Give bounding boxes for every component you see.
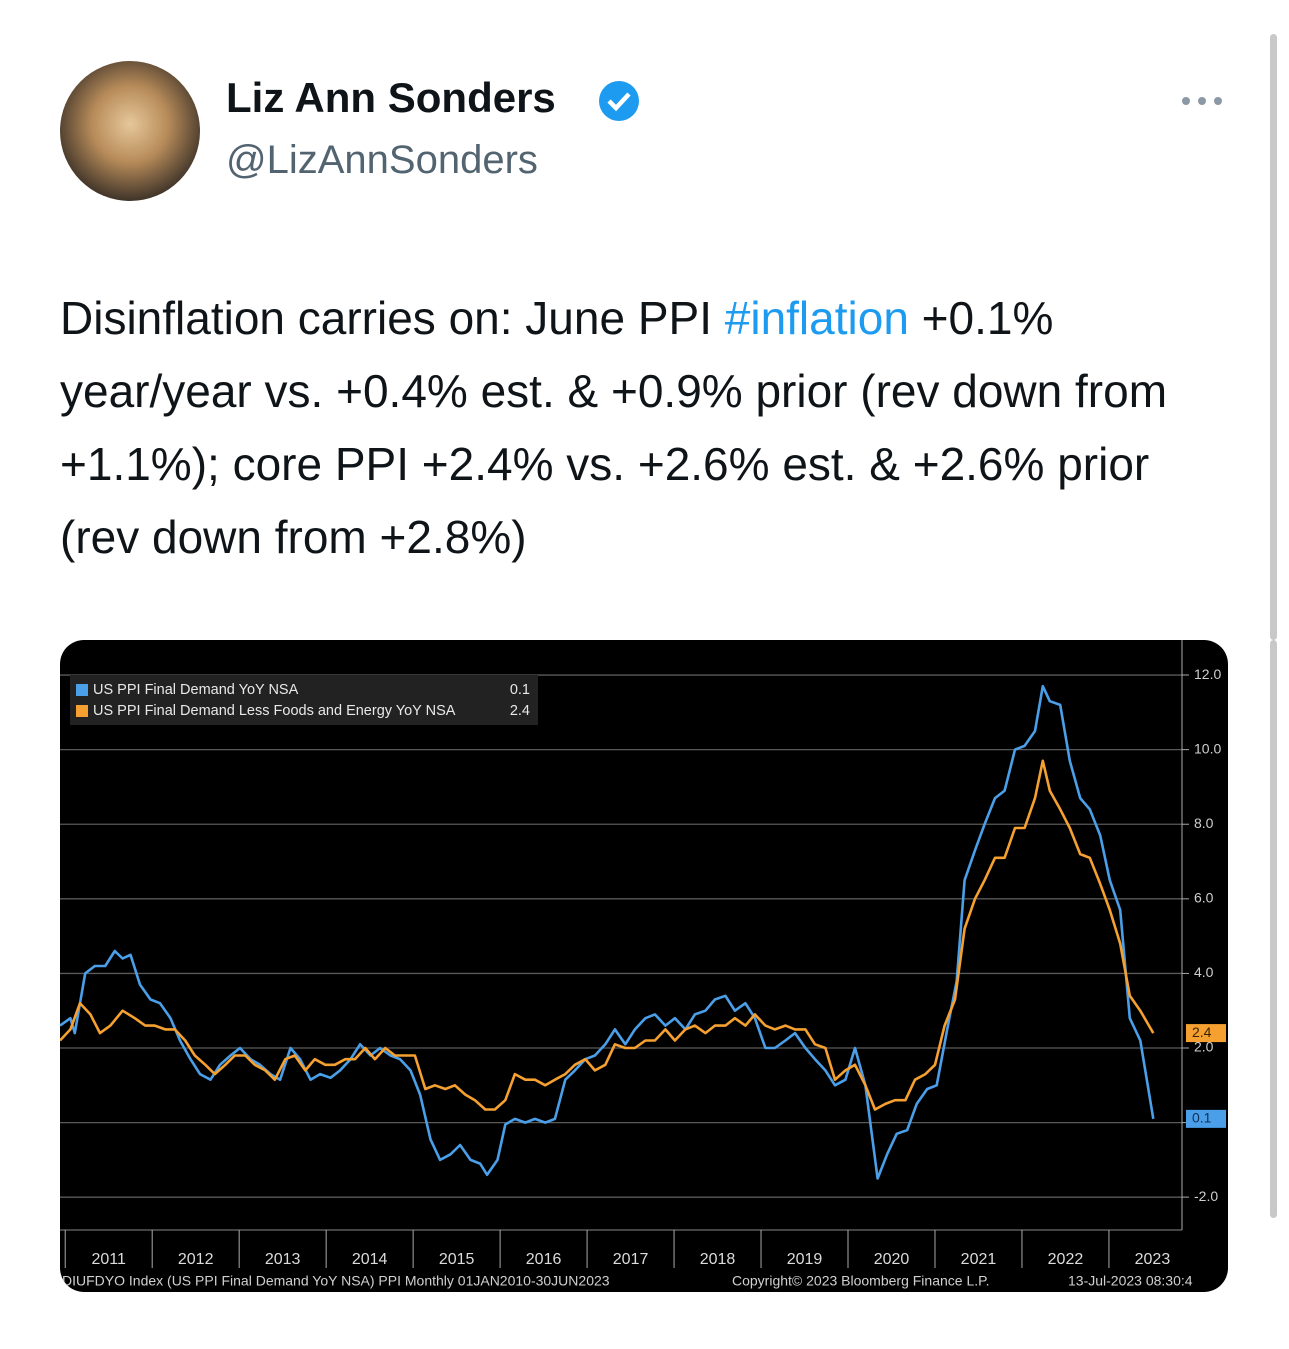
verified-badge [599,81,639,121]
y-tick-label: 4.0 [1194,964,1214,980]
legend-swatch [76,705,88,717]
series-line [60,759,1155,1111]
scrollbar-lower [1270,640,1277,1218]
legend-value: 2.4 [510,703,530,719]
y-tick-label: 12.0 [1194,666,1221,682]
badge-box [1186,1109,1226,1128]
scrollbar [1270,34,1277,640]
badge-label: 0.1 [1192,1110,1212,1126]
text-segment: +0.1% year/year vs. +0.4% est. & +0.9% p… [60,292,1168,563]
x-tick-label: 2017 [613,1251,649,1268]
author-name[interactable]: Liz Ann Sonders [226,74,556,121]
legend-label: US PPI Final Demand Less Foods and Energ… [93,703,456,719]
y-tick-label: 2.0 [1194,1039,1214,1055]
footnote: Copyright© 2023 Bloomberg Finance L.P. [732,1273,990,1289]
x-tick-label: 2018 [700,1251,736,1268]
legend-label: US PPI Final Demand YoY NSA [93,682,299,698]
chart-image[interactable]: -2.00.02.04.06.08.010.012.02011201220132… [60,640,1228,1292]
more-button[interactable] [1182,97,1222,105]
x-tick-label: 2011 [92,1251,127,1268]
badge-box [1186,1024,1226,1043]
legend-swatch [76,684,88,696]
text-segment: Disinflation carries on: June PPI [60,292,725,344]
x-tick-label: 2013 [265,1251,301,1268]
x-tick-label: 2015 [439,1251,475,1268]
x-tick-label: 2016 [526,1251,562,1268]
x-tick-label: 2014 [352,1251,388,1268]
x-tick-label: 2023 [1135,1251,1171,1268]
y-tick-label: -2.0 [1194,1188,1218,1204]
tweet-text: Disinflation carries on: June PPI #infla… [60,282,1235,574]
series-line [60,684,1155,1180]
avatar[interactable] [60,61,200,201]
y-tick-label: 8.0 [1194,815,1214,831]
chart: -2.00.02.04.06.08.010.012.02011201220132… [60,640,1226,1289]
footnote: DIUFDYO Index (US PPI Final Demand YoY N… [62,1273,610,1289]
legend: US PPI Final Demand YoY NSA 0.1 US PPI Fin… [70,675,538,725]
footnote: 13-Jul-2023 08:30:4 [1068,1273,1193,1289]
x-tick-label: 2020 [874,1251,910,1268]
legend-value: 0.1 [510,682,530,698]
x-tick-label: 2012 [178,1251,214,1268]
y-tick-label: 6.0 [1194,890,1214,906]
header-graphics [60,34,1277,640]
y-tick-label: 10.0 [1194,740,1221,756]
x-tick-label: 2019 [787,1251,823,1268]
legend-box [70,675,538,725]
hashtag[interactable]: #inflation [724,292,909,344]
last-value-badge: 2.4 [1186,1024,1226,1043]
x-tick-label: 2022 [1048,1251,1084,1268]
last-value-badge: 0.1 [1186,1110,1226,1128]
badge-label: 2.4 [1192,1024,1212,1040]
author-handle[interactable]: @LizAnnSonders [226,138,538,182]
x-tick-label: 2021 [961,1251,997,1268]
